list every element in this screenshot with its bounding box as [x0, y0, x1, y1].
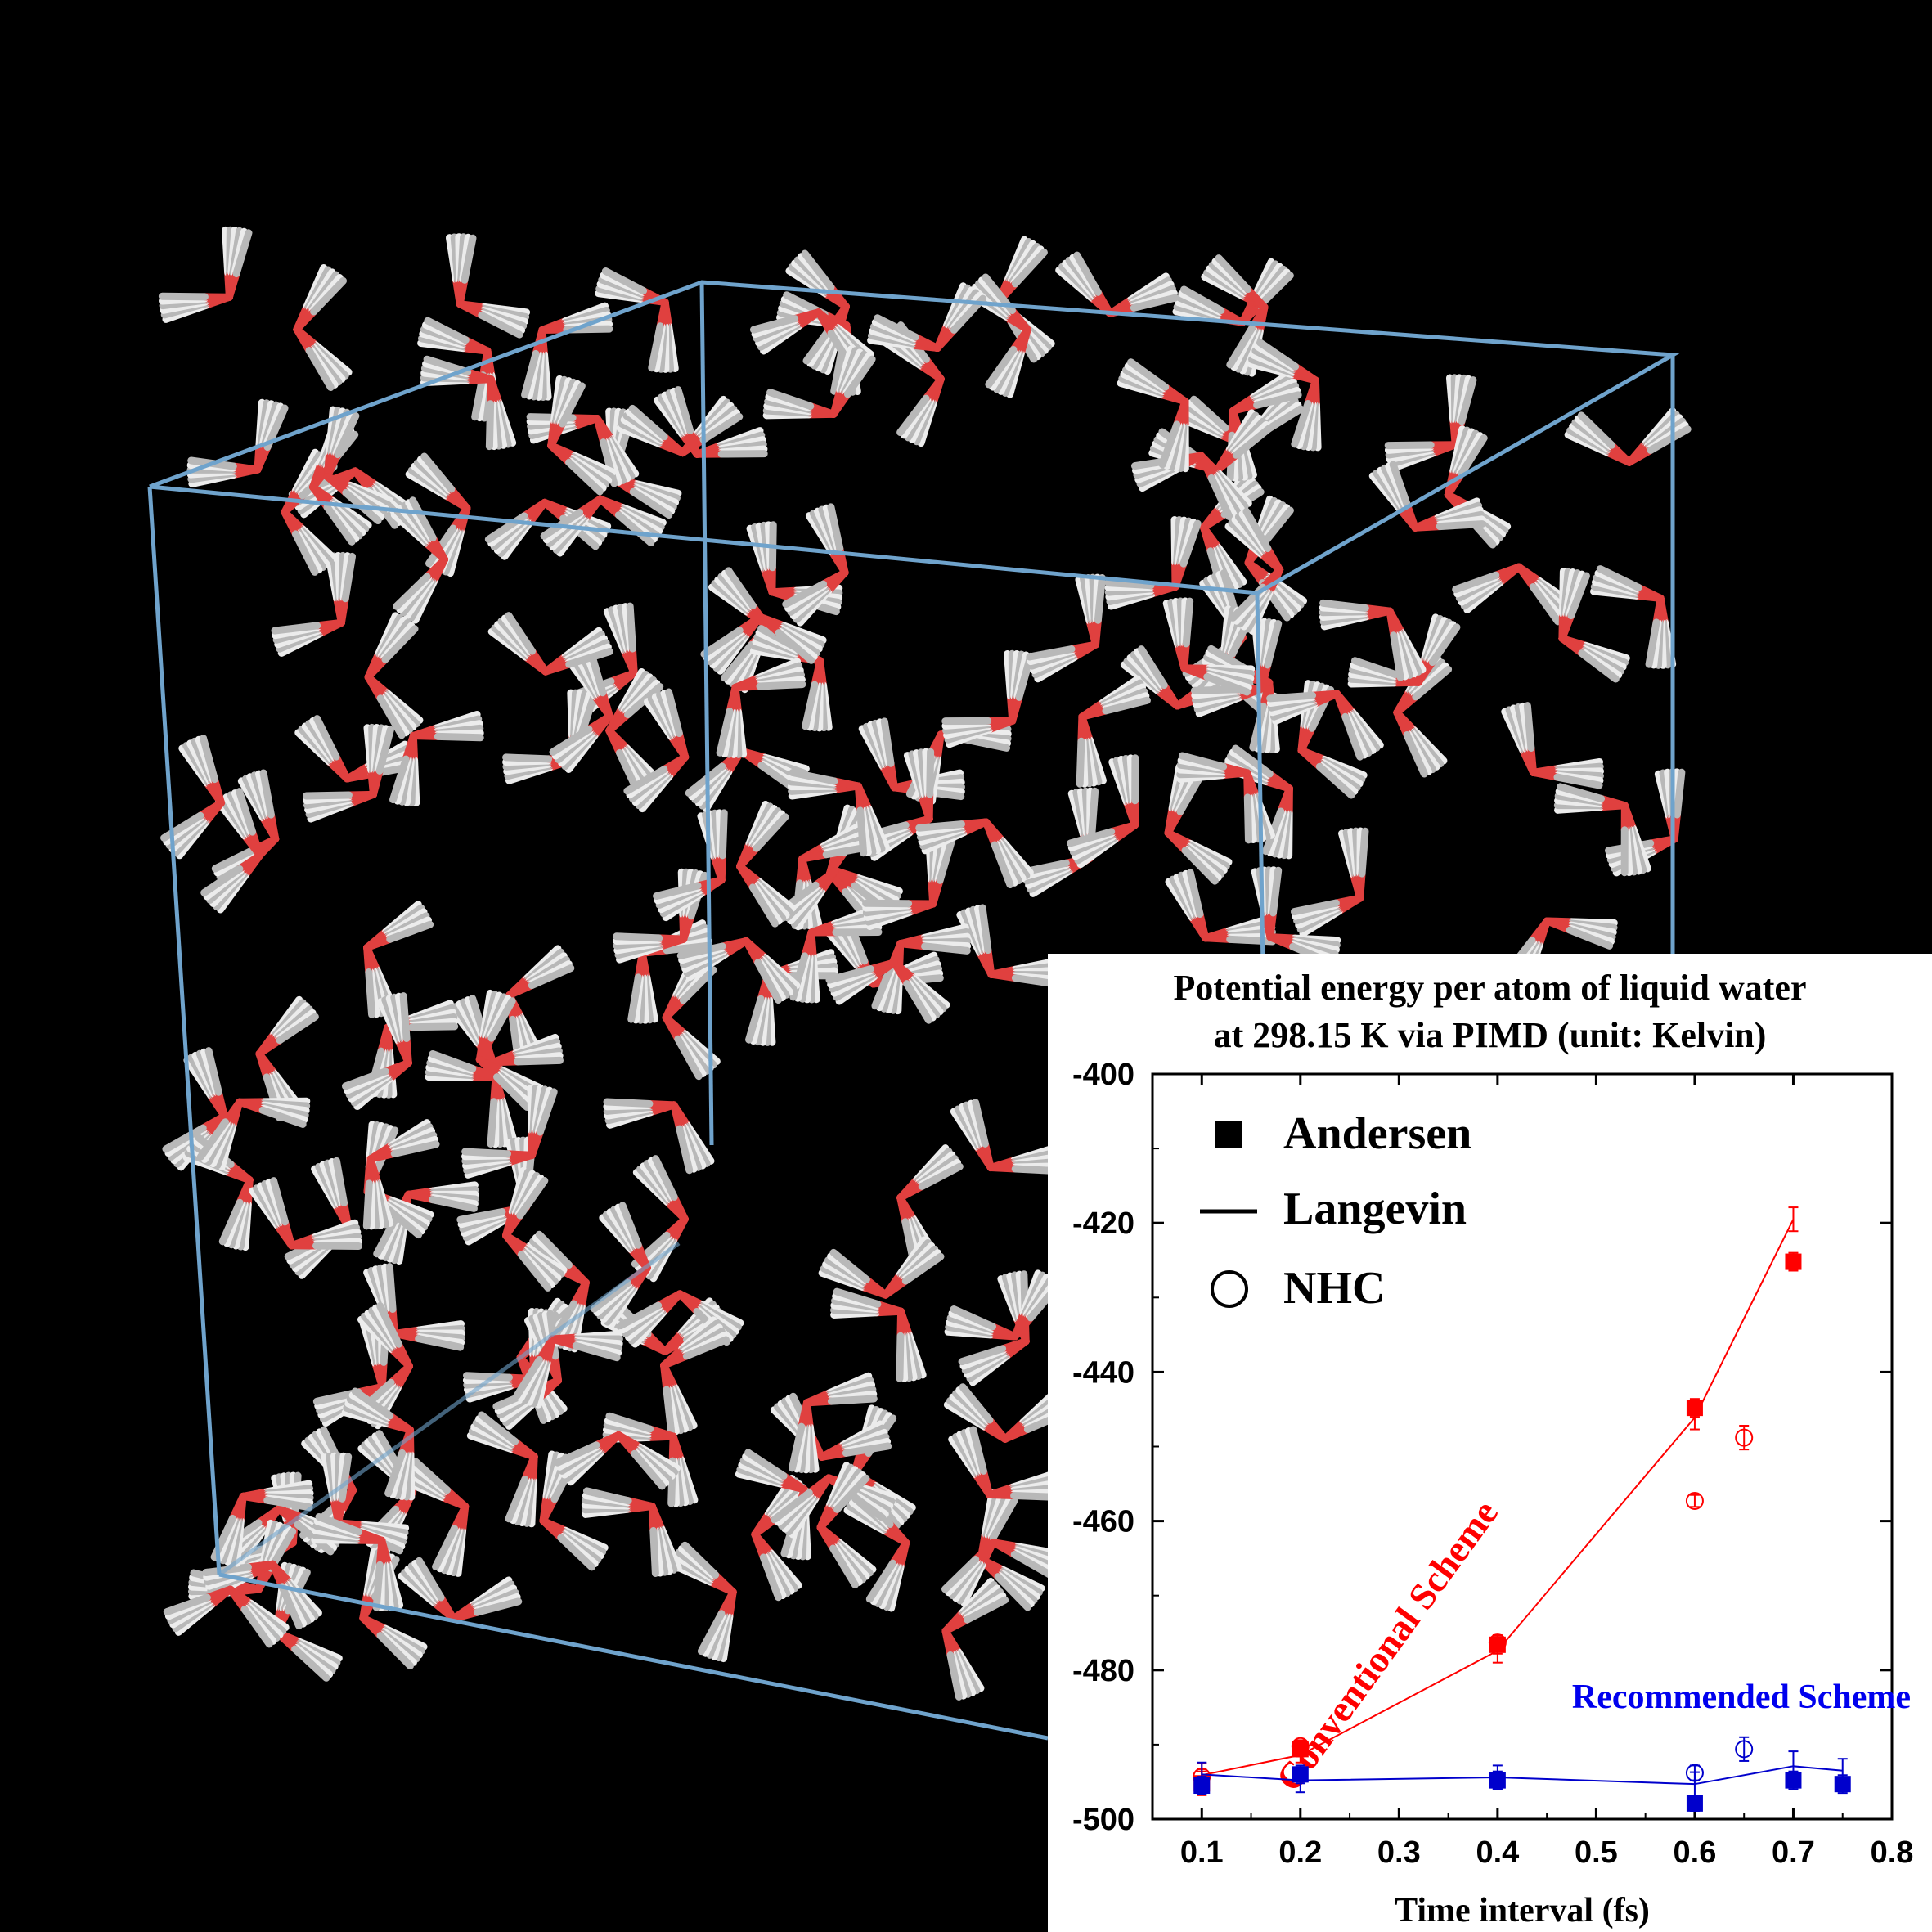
- legend-langevin-label: Langevin: [1283, 1184, 1467, 1234]
- data-point-square: [1686, 1795, 1703, 1812]
- legend: Andersen Langevin NHC: [1200, 1108, 1471, 1314]
- data-point-square: [1834, 1776, 1851, 1793]
- y-tick-label: -400: [1072, 1058, 1134, 1092]
- data-point-circle: [1735, 1428, 1754, 1447]
- chart-plot: 0.1 0.2 0.3 0.4 0.5 0.6 0.7 0.8 -400 -420 -440 -46…: [1072, 1058, 1914, 1930]
- data-point-circle: [1488, 1633, 1507, 1652]
- recommended-langevin-series: [1197, 1750, 1848, 1797]
- x-tick-label: 0.1: [1180, 1835, 1224, 1870]
- conventional-nhc-series: [1193, 1424, 1754, 1786]
- data-series: [1193, 1206, 1851, 1812]
- legend-andersen-marker: [1215, 1121, 1242, 1148]
- y-tick-label: -500: [1072, 1803, 1134, 1837]
- x-axis-ticks: 0.1 0.2 0.3 0.4 0.5 0.6 0.7 0.8: [1180, 1074, 1914, 1870]
- data-point-circle: [1685, 1492, 1704, 1511]
- legend-nhc-label: NHC: [1283, 1263, 1385, 1314]
- y-tick-label: -440: [1072, 1355, 1134, 1390]
- data-point-circle: [1685, 1764, 1704, 1782]
- y-axis-ticks: -400 -420 -440 -460 -480 -500: [1072, 1058, 1892, 1837]
- data-point-circle: [1735, 1740, 1754, 1759]
- annotation-recommended-scheme: Recommended Scheme: [1572, 1678, 1911, 1716]
- x-tick-label: 0.6: [1674, 1835, 1717, 1870]
- x-tick-label: 0.3: [1377, 1835, 1421, 1870]
- x-axis-label: Time interval (fs): [1395, 1892, 1650, 1930]
- x-tick-label: 0.4: [1476, 1835, 1519, 1870]
- legend-nhc-marker: [1211, 1270, 1248, 1308]
- y-tick-label: -480: [1072, 1654, 1134, 1688]
- data-point-circle: [1291, 1737, 1310, 1755]
- x-tick-label: 0.5: [1575, 1835, 1618, 1870]
- recommended-andersen-series: [1193, 1764, 1851, 1812]
- chart-title-line-1: Potential energy per atom of liquid wate…: [1173, 968, 1807, 1008]
- water-molecules: [158, 226, 1692, 1701]
- simulation-box-edges: [147, 280, 1680, 1741]
- recommended-nhc-series: [1685, 1736, 1754, 1782]
- series-line: [1202, 1765, 1843, 1786]
- data-point-square: [1785, 1253, 1802, 1270]
- y-tick-label: -460: [1072, 1505, 1134, 1539]
- x-tick-label: 0.8: [1871, 1835, 1914, 1870]
- x-tick-label: 0.2: [1278, 1835, 1322, 1870]
- chart-panel: Potential energy per atom of liquid wate…: [1048, 954, 1932, 1932]
- chart-title-line-2: at 298.15 K via PIMD (unit: Kelvin): [1213, 1015, 1767, 1055]
- legend-andersen-label: Andersen: [1283, 1108, 1471, 1159]
- x-tick-label: 0.7: [1772, 1835, 1815, 1870]
- y-tick-label: -420: [1072, 1206, 1134, 1241]
